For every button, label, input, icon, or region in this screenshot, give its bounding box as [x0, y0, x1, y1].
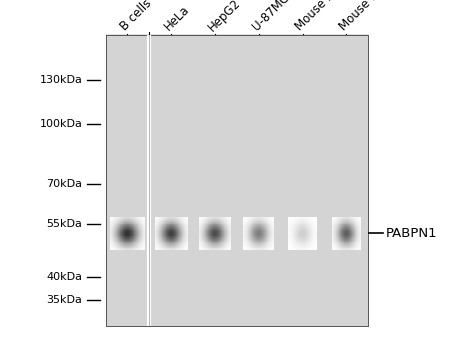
Text: U-87MG: U-87MG [250, 0, 292, 34]
Text: Mouse testis: Mouse testis [337, 0, 399, 34]
Text: HepG2: HepG2 [206, 0, 243, 34]
Text: HeLa: HeLa [162, 4, 192, 34]
Text: 100kDa: 100kDa [40, 119, 82, 129]
Text: B cells: B cells [118, 0, 154, 34]
Text: 55kDa: 55kDa [46, 219, 82, 229]
Text: 35kDa: 35kDa [46, 295, 82, 305]
Text: 130kDa: 130kDa [40, 75, 82, 85]
Text: Mouse brain: Mouse brain [293, 0, 354, 34]
Text: PABPN1: PABPN1 [386, 227, 438, 240]
Text: 40kDa: 40kDa [46, 272, 82, 282]
Text: 70kDa: 70kDa [46, 178, 82, 189]
